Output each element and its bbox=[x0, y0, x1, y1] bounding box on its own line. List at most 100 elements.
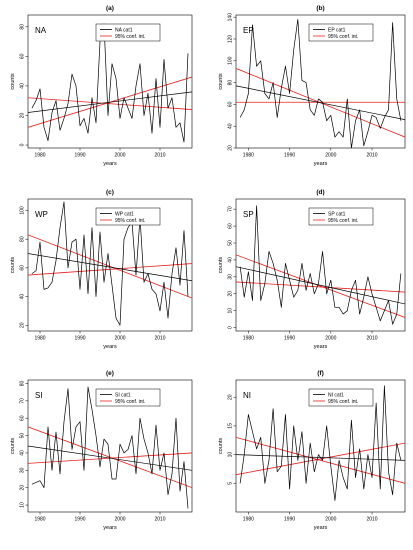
trend-line bbox=[28, 91, 192, 113]
conf-int-line bbox=[28, 426, 192, 489]
plot-frame bbox=[235, 198, 406, 332]
plot-area bbox=[28, 386, 192, 509]
y-tick-label: 60 bbox=[20, 53, 26, 59]
plot-area bbox=[28, 201, 192, 326]
series-line bbox=[239, 385, 402, 501]
plot-frame bbox=[27, 14, 193, 149]
legend-box bbox=[95, 23, 161, 42]
legend-label-series: NI cat1 bbox=[328, 392, 344, 398]
x-axis-label: years bbox=[103, 161, 117, 167]
y-tick-label: 0 bbox=[228, 326, 234, 329]
legend-label-conf: 95% conf. int. bbox=[328, 399, 358, 405]
y-tick-label: 80 bbox=[20, 380, 26, 386]
legend-label-series: WP cat1 bbox=[115, 211, 134, 217]
y-tick-label: 40 bbox=[228, 257, 234, 263]
y-tick-label: 20 bbox=[20, 485, 26, 491]
series-line bbox=[239, 205, 402, 325]
legend-label-conf: 95% conf. int. bbox=[115, 218, 145, 224]
y-tick-label: 70 bbox=[20, 398, 26, 404]
y-tick-label: 10 bbox=[228, 308, 234, 314]
y-tick-label: 5 bbox=[228, 482, 234, 485]
legend-box bbox=[308, 388, 374, 407]
x-tick-label: 1990 bbox=[74, 517, 85, 523]
x-tick-label: 1990 bbox=[284, 153, 295, 159]
panel-ni: (f) 1980 1990 2000 2010 5 10 15 20 years counts NI N… bbox=[218, 370, 406, 531]
y-tick-label: 80 bbox=[20, 24, 26, 30]
y-tick-label: 30 bbox=[228, 274, 234, 280]
y-tick-label: 40 bbox=[20, 83, 26, 89]
x-tick-label: 2010 bbox=[154, 153, 165, 159]
conf-int-line bbox=[236, 442, 405, 476]
legend-box bbox=[308, 23, 374, 42]
panel-title: (f) bbox=[317, 370, 324, 377]
x-tick-label: 2000 bbox=[325, 153, 336, 159]
y-tick-label: 30 bbox=[20, 467, 26, 473]
legend-label-series: NA cat1 bbox=[115, 27, 133, 33]
conf-int-line bbox=[28, 234, 192, 299]
x-tick-label: 2010 bbox=[154, 517, 165, 523]
y-tick-label: 100 bbox=[228, 56, 234, 65]
y-tick-label: 20 bbox=[228, 291, 234, 297]
y-tick-label: 50 bbox=[20, 433, 26, 439]
x-tick-label: 1980 bbox=[34, 517, 45, 523]
x-tick-label: 2000 bbox=[325, 336, 336, 342]
x-tick-label: 1980 bbox=[243, 153, 254, 159]
x-tick-label: 2000 bbox=[114, 153, 125, 159]
plot-area bbox=[28, 23, 192, 143]
plot-frame bbox=[235, 14, 406, 149]
region-label: NI bbox=[243, 391, 251, 400]
y-tick-label: 80 bbox=[20, 236, 26, 242]
plot-frame bbox=[235, 379, 406, 513]
y-tick-label: 40 bbox=[20, 450, 26, 456]
plot-area bbox=[236, 385, 405, 501]
x-axis-label: years bbox=[314, 525, 328, 531]
plot-frame bbox=[27, 198, 193, 332]
panel-sp: (d) 1980 1990 2000 2010 0 10 20 30 40 50 60 70 years c… bbox=[218, 189, 406, 350]
y-tick-label: 20 bbox=[20, 322, 26, 328]
legend-label-conf: 95% conf. int. bbox=[115, 34, 145, 40]
region-label: NA bbox=[35, 26, 47, 35]
y-tick-label: 60 bbox=[228, 101, 234, 107]
series-line bbox=[31, 201, 189, 326]
x-tick-label: 2000 bbox=[325, 517, 336, 523]
conf-int-line bbox=[236, 437, 405, 484]
y-tick-label: 20 bbox=[20, 112, 26, 118]
panel-title: (d) bbox=[316, 189, 324, 196]
x-tick-label: 1990 bbox=[74, 336, 85, 342]
x-tick-label: 1990 bbox=[284, 517, 295, 523]
y-tick-label: 20 bbox=[228, 145, 234, 151]
y-tick-label: 0 bbox=[20, 143, 26, 146]
y-tick-label: 10 bbox=[228, 452, 234, 458]
legend-box bbox=[95, 207, 161, 226]
x-tick-label: 2010 bbox=[366, 336, 377, 342]
legend-label-series: SI cat1 bbox=[115, 392, 131, 398]
panel-title: (e) bbox=[106, 370, 114, 377]
region-label: EP bbox=[243, 26, 254, 35]
x-tick-label: 2000 bbox=[114, 517, 125, 523]
series-line bbox=[239, 19, 402, 148]
y-tick-label: 20 bbox=[228, 394, 234, 400]
x-tick-label: 1990 bbox=[284, 336, 295, 342]
legend-label-series: SP cat1 bbox=[328, 211, 346, 217]
conf-int-line bbox=[236, 254, 405, 318]
x-tick-label: 1980 bbox=[243, 336, 254, 342]
panel-wp: (c) 1980 1990 2000 2010 20 40 60 80 100 years count… bbox=[10, 189, 193, 350]
x-tick-label: 1990 bbox=[74, 153, 85, 159]
y-tick-label: 40 bbox=[20, 294, 26, 300]
y-axis-label: counts bbox=[218, 257, 224, 273]
y-axis-label: counts bbox=[10, 73, 16, 89]
region-label: SI bbox=[35, 391, 43, 400]
y-axis-label: counts bbox=[10, 257, 16, 273]
series-line bbox=[31, 386, 189, 509]
legend-label-conf: 95% conf. int. bbox=[115, 399, 145, 405]
legend-box bbox=[308, 207, 374, 226]
y-tick-label: 60 bbox=[20, 415, 26, 421]
trend-line bbox=[28, 445, 192, 471]
x-tick-label: 2010 bbox=[366, 517, 377, 523]
x-tick-label: 1980 bbox=[243, 517, 254, 523]
